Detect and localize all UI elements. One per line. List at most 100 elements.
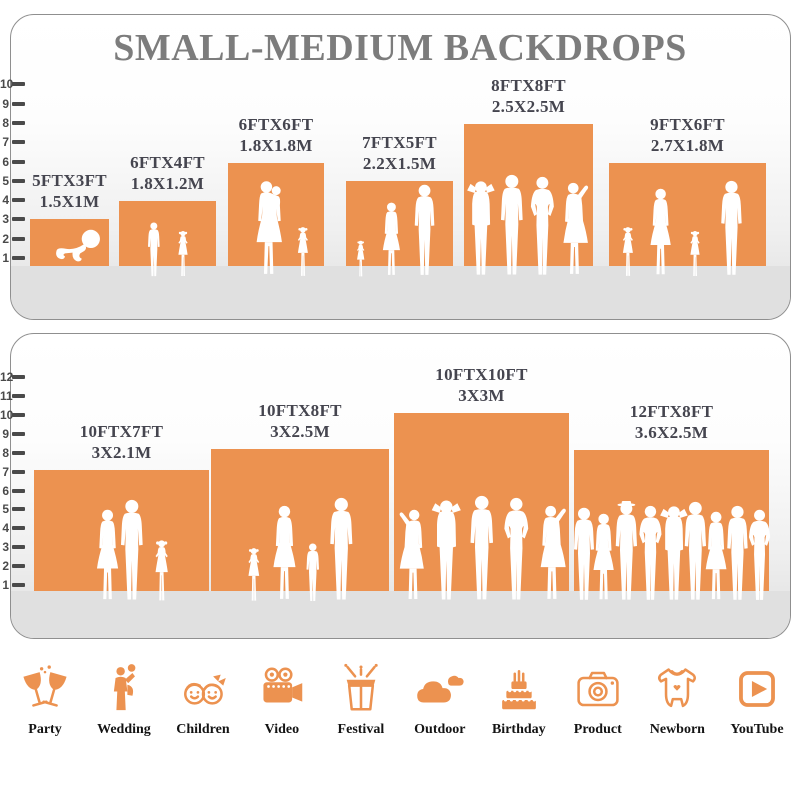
ruler-tick-number: 4: [2, 193, 9, 208]
backdrop-size-m: 1.8X1.2M: [130, 174, 205, 194]
ruler-tick-mark: [12, 375, 25, 380]
category-item-children: Children: [176, 662, 230, 738]
ruler-tick-number: 12: [0, 370, 14, 385]
figure-girl-silhouette: [147, 539, 176, 603]
ruler-tick-mark: [12, 545, 25, 550]
ruler-tick-mark: [12, 412, 25, 417]
backdrop-size-m: 2.7X1.8M: [650, 136, 725, 156]
ruler-tick-mark: [12, 178, 25, 183]
backdrop-size-label: 10FTX10FT 3X3M: [392, 364, 572, 407]
ruler-tick-number: 9: [2, 426, 9, 441]
ruler-tick-number: 9: [2, 96, 9, 111]
figure-woman-silhouette: [640, 188, 681, 278]
ruler-tick-mark: [12, 82, 25, 87]
wedding-icon: [97, 662, 151, 716]
category-item-video: Video: [255, 662, 309, 738]
figure-girl-silhouette: [352, 240, 369, 278]
ruler-tick-number: 7: [2, 135, 9, 150]
backdrop-size-m: 3X2.1M: [91, 443, 152, 463]
category-label: Outdoor: [414, 722, 466, 737]
page-title: SMALL-MEDIUM BACKDROPS: [113, 27, 687, 69]
ruler-tick-mark: [12, 564, 25, 569]
ruler-tick-number: 2: [2, 231, 9, 246]
category-item-newborn: Newborn: [650, 662, 705, 738]
ruler-tick-mark: [12, 159, 25, 164]
category-item-festival: Festival: [334, 662, 388, 738]
ruler-tick-number: 7: [2, 464, 9, 479]
backdrop-size-m: 3X3M: [458, 386, 505, 406]
backdrop-bar: [34, 470, 209, 591]
ruler-tick-number: 4: [2, 521, 9, 536]
ruler-tick-mark: [12, 583, 25, 587]
category-label: Newborn: [649, 722, 705, 737]
category-label: Birthday: [491, 722, 546, 737]
figure-mombaby-silhouette: [246, 180, 291, 278]
category-label: Video: [264, 722, 300, 737]
birthday-icon: [492, 662, 546, 716]
backdrop-size-m: 2.5X2.5M: [491, 97, 566, 117]
panel-small-medium-bottom: 10FTX7FT 3X2.1M 10FTX8FT 3X2.5M 10FTX10FT 3X3…: [10, 333, 791, 639]
backdrop-bar: [346, 181, 453, 266]
youtube-icon: [730, 662, 784, 716]
category-label: Children: [176, 722, 230, 737]
ruler-tick-number: 6: [2, 154, 9, 169]
backdrop-size-m: 3X2.5M: [270, 422, 330, 442]
ruler-tick-number: 8: [2, 445, 9, 460]
backdrop-size-m: 1.5X1M: [39, 192, 100, 212]
backdrop-size-m: 1.8X1.8M: [239, 136, 313, 156]
backdrop-size-ft: 6FTX4FT: [130, 153, 205, 172]
panel-floor: [11, 591, 790, 638]
backdrop-size-label: 10FTX7FT 3X2.1M: [32, 421, 212, 464]
category-item-outdoor: Outdoor: [413, 662, 467, 738]
ruler-tick-mark: [12, 101, 25, 106]
figure-girl-silhouette: [684, 230, 706, 278]
video-icon: [255, 662, 309, 716]
children-icon: [176, 662, 230, 716]
ruler-tick-number: 11: [0, 389, 13, 403]
backdrop-size-label: 10FTX8FT 3X2.5M: [210, 400, 390, 443]
ruler-tick-number: 1: [2, 578, 9, 592]
backdrop-size-label: 6FTX6FT 1.8X1.8M: [186, 114, 366, 157]
figure-girl-silhouette: [172, 230, 194, 278]
ruler-tick-number: 2: [2, 559, 9, 574]
outdoor-icon: [413, 662, 467, 716]
ruler-tick-mark: [12, 256, 25, 260]
ruler-tick-mark: [12, 394, 25, 398]
category-label: Wedding: [97, 722, 151, 737]
figure-man-silhouette: [709, 180, 754, 278]
product-icon: [571, 662, 625, 716]
ruler-tick-number: 5: [2, 502, 9, 517]
category-label: YouTube: [730, 722, 784, 737]
category-item-product: Product: [571, 662, 625, 738]
ruler-tick-mark: [12, 526, 25, 531]
backdrop-size-label: 7FTX5FT 2.2X1.5M: [310, 132, 490, 175]
backdrop-size-ft: 9FTX6FT: [650, 115, 725, 134]
backdrop-size-ft: 12FTX8FT: [629, 402, 714, 421]
newborn-icon: [650, 662, 704, 716]
figure-man-silhouette: [317, 497, 366, 603]
ruler-tick-number: 3: [2, 212, 9, 227]
ruler-tick-number: 10: [0, 77, 14, 92]
ruler-tick-mark: [12, 140, 25, 145]
backdrop-size-m: 3.6X2.5M: [634, 423, 709, 443]
ruler-tick-mark: [12, 450, 25, 455]
category-row: Party Wedding Children Video Festival Outdoor…: [18, 662, 784, 738]
festival-icon: [334, 662, 388, 716]
backdrop-size-ft: 7FTX5FT: [362, 133, 437, 152]
ruler-tick-number: 5: [2, 173, 9, 188]
ruler-tick-number: 1: [2, 251, 9, 265]
backdrop-size-ft: 6FTX6FT: [238, 115, 314, 134]
backdrop-size-m: 2.2X1.5M: [362, 154, 437, 174]
category-item-youtube: YouTube: [730, 662, 784, 738]
figure-girl-silhouette: [291, 226, 315, 278]
figure-boy-silhouette: [141, 222, 167, 278]
backdrop-size-ft: 10FTX7FT: [79, 422, 164, 441]
panel-small-medium-top: 5FTX3FT 1.5X1M 6FTX4FT 1.8X1.2M 6FTX6FT 1.8X1…: [10, 14, 791, 320]
backdrop-size-label: 9FTX6FT 2.7X1.8M: [598, 114, 778, 157]
ruler-tick-mark: [12, 236, 25, 241]
figure-baby-silhouette: [46, 226, 103, 264]
backdrop-bar: [119, 201, 216, 266]
ruler-tick-mark: [12, 198, 25, 203]
backdrop-size-ft: 10FTX8FT: [258, 401, 342, 420]
